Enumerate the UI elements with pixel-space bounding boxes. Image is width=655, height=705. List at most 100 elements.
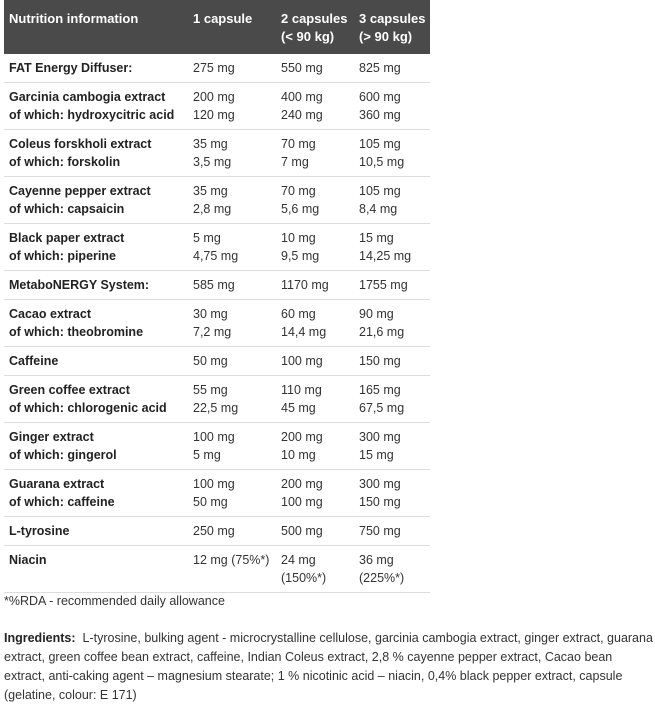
amount-cell: 36 mg (225%*) — [354, 545, 430, 593]
cell-line: 360 mg — [359, 108, 401, 122]
cell-line: 24 mg — [281, 553, 316, 567]
cell-line: (150%*) — [281, 571, 327, 585]
cell-line: 105 mg — [359, 137, 401, 151]
column-header: Nutrition information — [4, 0, 188, 54]
table-row: Caffeine 50 mg 100 mg 150 mg — [4, 346, 430, 376]
amount-cell: 250 mg — [188, 516, 276, 546]
amount-cell: 165 mg 67,5 mg — [354, 375, 430, 423]
cell-line: 1170 mg — [281, 278, 329, 292]
amount-cell: 400 mg 240 mg — [276, 82, 354, 130]
cell-line: 60 mg — [281, 307, 316, 321]
cell-line: 150 mg — [359, 495, 401, 509]
cell-line: 3,5 mg — [193, 155, 232, 169]
cell-line: 100 mg — [193, 430, 235, 444]
cell-line: 110 mg — [281, 383, 322, 397]
cell-line: 7 mg — [281, 155, 309, 169]
amount-cell: 300 mg 150 mg — [354, 469, 430, 517]
cell-line: 3 capsules — [359, 11, 426, 26]
cell-line: 5,6 mg — [281, 202, 320, 216]
cell-line: Cayenne pepper extract — [9, 184, 151, 198]
table-row: MetaboNERGY System: 585 mg 1170 mg 1755 mg — [4, 270, 430, 300]
amount-cell: 500 mg — [276, 516, 354, 546]
nutrient-name: Black paper extract of which: piperine — [4, 223, 188, 271]
cell-line: 240 mg — [281, 108, 323, 122]
cell-line: of which: capsaicin — [9, 202, 125, 216]
cell-line: 14,25 mg — [359, 249, 412, 263]
amount-cell: 600 mg 360 mg — [354, 82, 430, 130]
cell-line: 100 mg — [281, 495, 323, 509]
nutrient-name: Green coffee extract of which: chlorogeni… — [4, 375, 188, 423]
cell-line: 9,5 mg — [281, 249, 320, 263]
cell-line: 35 mg — [193, 137, 228, 151]
cell-line: Black paper extract — [9, 231, 125, 245]
amount-cell: 100 mg — [276, 346, 354, 376]
cell-line: 12 mg (75%*) — [193, 553, 270, 567]
amount-cell: 550 mg — [276, 54, 354, 83]
amount-cell: 24 mg (150%*) — [276, 545, 354, 593]
cell-line: (225%*) — [359, 571, 405, 585]
ingredients-label: Ingredients: — [4, 631, 76, 645]
cell-line: 45 mg — [281, 401, 316, 415]
table-row: Green coffee extract of which: chlorogeni… — [4, 375, 430, 423]
cell-line: 2,8 mg — [193, 202, 232, 216]
cell-line: 10,5 mg — [359, 155, 405, 169]
amount-cell: 50 mg — [188, 346, 276, 376]
cell-line: of which: hydroxycitric acid — [9, 108, 175, 122]
cell-line: 200 mg — [281, 477, 323, 491]
table-row: Coleus forskholi extract of which: forsko… — [4, 129, 430, 177]
table-row: Black paper extract of which: piperine 5 m… — [4, 223, 430, 271]
cell-line: 36 mg — [359, 553, 394, 567]
cell-line: 14,4 mg — [281, 325, 327, 339]
nutrient-name: Guarana extract of which: caffeine — [4, 469, 188, 517]
cell-line: 275 mg — [193, 61, 235, 75]
cell-line: 750 mg — [359, 524, 401, 538]
cell-line: of which: gingerol — [9, 448, 117, 462]
amount-cell: 105 mg 8,4 mg — [354, 176, 430, 224]
cell-line: of which: forskolin — [9, 155, 121, 169]
cell-line: 165 mg — [359, 383, 401, 397]
amount-cell: 10 mg 9,5 mg — [276, 223, 354, 271]
cell-line: FAT Energy Diffuser: — [9, 61, 133, 75]
amount-cell: 100 mg 5 mg — [188, 422, 276, 470]
cell-line: 105 mg — [359, 184, 401, 198]
nutrient-name: L-tyrosine — [4, 516, 188, 546]
nutrient-name: Garcinia cambogia extract of which: hydro… — [4, 82, 188, 130]
amount-cell: 275 mg — [188, 54, 276, 83]
amount-cell: 200 mg 120 mg — [188, 82, 276, 130]
rda-footnote: *%RDA - recommended daily allowance — [4, 594, 225, 608]
cell-line: Green coffee extract — [9, 383, 130, 397]
cell-line: of which: theobromine — [9, 325, 144, 339]
nutrient-name: Niacin — [4, 545, 188, 593]
cell-line: 4,75 mg — [193, 249, 239, 263]
cell-line: 5 mg — [193, 448, 221, 462]
cell-line: 70 mg — [281, 137, 316, 151]
amount-cell: 70 mg 7 mg — [276, 129, 354, 177]
amount-cell: 825 mg — [354, 54, 430, 83]
cell-line: 100 mg — [281, 354, 323, 368]
amount-cell: 150 mg — [354, 346, 430, 376]
table-row: L-tyrosine 250 mg 500 mg 750 mg — [4, 516, 430, 546]
column-header: 3 capsules (> 90 kg) — [354, 0, 430, 54]
cell-line: Niacin — [9, 553, 47, 567]
amount-cell: 200 mg 100 mg — [276, 469, 354, 517]
ingredients-text: L-tyrosine, bulking agent - microcrystal… — [4, 631, 653, 702]
amount-cell: 100 mg 50 mg — [188, 469, 276, 517]
amount-cell: 750 mg — [354, 516, 430, 546]
cell-line: 100 mg — [193, 477, 235, 491]
cell-line: Cacao extract — [9, 307, 91, 321]
cell-line: (< 90 kg) — [281, 29, 335, 44]
amount-cell: 1755 mg — [354, 270, 430, 300]
cell-line: 21,6 mg — [359, 325, 405, 339]
cell-line: 600 mg — [359, 90, 401, 104]
table-row: FAT Energy Diffuser: 275 mg 550 mg 825 mg — [4, 54, 430, 83]
amount-cell: 35 mg 3,5 mg — [188, 129, 276, 177]
amount-cell: 30 mg 7,2 mg — [188, 299, 276, 347]
nutrient-name: Caffeine — [4, 346, 188, 376]
amount-cell: 70 mg 5,6 mg — [276, 176, 354, 224]
cell-line: 2 capsules — [281, 11, 348, 26]
nutrient-name: FAT Energy Diffuser: — [4, 54, 188, 83]
amount-cell: 90 mg 21,6 mg — [354, 299, 430, 347]
column-header: 1 capsule — [188, 0, 276, 54]
amount-cell: 1170 mg — [276, 270, 354, 300]
cell-line: of which: chlorogenic acid — [9, 401, 167, 415]
